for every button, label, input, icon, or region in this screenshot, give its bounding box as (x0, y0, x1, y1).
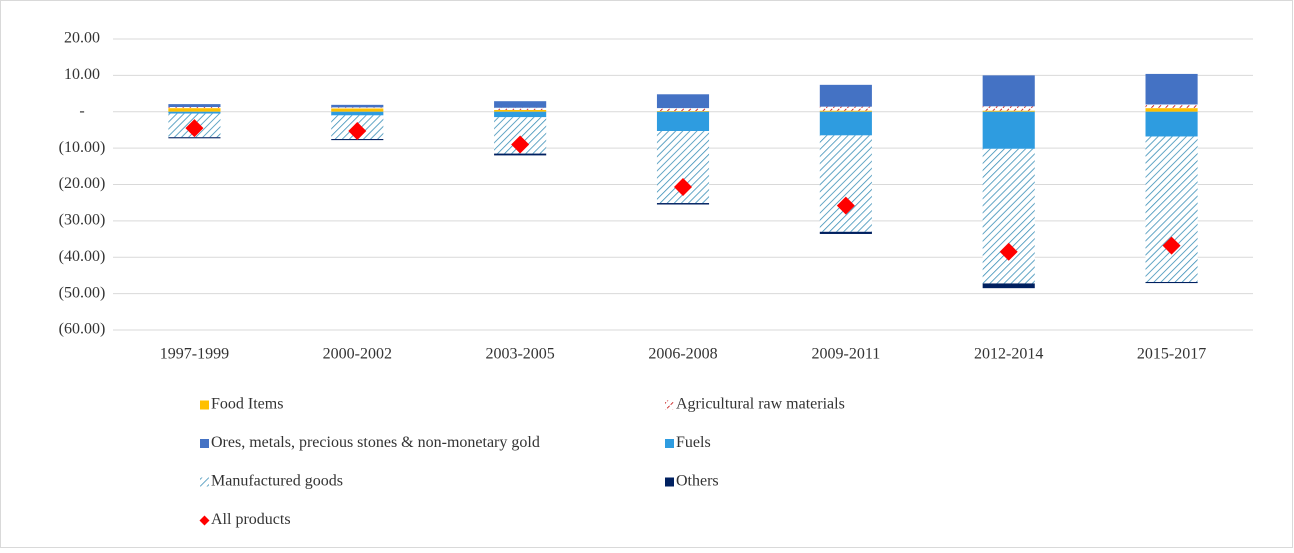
bar-segment (1145, 108, 1198, 112)
legend-label: Food Items (211, 396, 283, 413)
y-tick-label: - (79, 102, 84, 119)
bar-segment (982, 106, 1035, 111)
bar-segment (494, 153, 547, 156)
y-tick-label: (40.00) (59, 248, 106, 265)
marker (836, 196, 855, 215)
legend-label: Agricultural raw materials (676, 396, 845, 413)
y-tick-label: (60.00) (59, 321, 106, 338)
bar-segment (331, 104, 384, 108)
bar-segment (819, 135, 872, 232)
marker (348, 122, 367, 141)
bar-segment (656, 108, 710, 112)
bar-segment (982, 110, 1035, 112)
y-tick-label: 10.00 (64, 66, 100, 83)
bar-segment (1145, 111, 1198, 137)
bar-segment (656, 111, 710, 132)
bar-segment (1145, 104, 1198, 109)
bar-segment (656, 111, 710, 112)
legend-label: Others (676, 473, 719, 490)
bar-segment (494, 107, 547, 110)
legend-label: Ores, metals, precious stones & non-mone… (211, 434, 540, 451)
y-tick-label: (50.00) (59, 284, 106, 301)
marker (511, 135, 530, 154)
y-tick-label: (20.00) (59, 175, 106, 192)
legend-marker (665, 400, 674, 410)
x-tick-label: 2000-2002 (323, 346, 392, 363)
y-tick-label: (30.00) (59, 212, 106, 229)
bar-segment (494, 111, 547, 118)
bar-segment (656, 94, 710, 109)
bar-segment (1145, 281, 1198, 284)
bar-segment (331, 107, 384, 109)
bar-segment (982, 75, 1035, 107)
bar-segment (1145, 136, 1198, 282)
bar-segment (819, 84, 872, 107)
bar-segment (168, 137, 221, 139)
legend-marker (199, 515, 210, 526)
legend-marker (200, 477, 209, 487)
bar-segment (331, 108, 384, 112)
y-tick-label: 20.00 (64, 30, 100, 47)
marker (999, 242, 1018, 261)
bar-segment (331, 111, 384, 116)
x-tick-label: 1997-1999 (160, 346, 229, 363)
bar-segment (168, 111, 221, 114)
bar-segment (168, 104, 221, 108)
x-tick-label: 2009-2011 (811, 346, 880, 363)
legend-marker (200, 439, 209, 448)
bar-segment (982, 283, 1035, 289)
legend-marker (200, 400, 209, 410)
legend-label: Fuels (676, 434, 711, 451)
bar-segment (819, 110, 872, 112)
bar-segment (1145, 73, 1198, 105)
x-tick-label: 2003-2005 (485, 346, 554, 363)
bar-segment (494, 101, 547, 108)
legend-marker (665, 439, 674, 448)
legend-label: Manufactured goods (211, 473, 343, 490)
bar-segment (168, 108, 221, 112)
bar-segment (819, 111, 872, 136)
marker (674, 178, 692, 197)
marker (1162, 236, 1181, 255)
x-tick-label: 2006-2008 (648, 346, 717, 363)
legend-label: All products (211, 511, 291, 528)
legend-marker (665, 477, 674, 487)
x-tick-label: 2012-2014 (974, 346, 1043, 363)
bar-segment (168, 107, 221, 109)
x-tick-label: 2015-2017 (1137, 346, 1206, 363)
bar-segment (656, 203, 710, 205)
bar-segment (819, 231, 872, 234)
marker (185, 119, 204, 138)
bar-segment (982, 148, 1035, 284)
bar-segment (494, 109, 547, 112)
bar-segment (982, 111, 1035, 149)
bar-segment (819, 106, 872, 111)
y-tick-label: (10.00) (59, 139, 106, 156)
